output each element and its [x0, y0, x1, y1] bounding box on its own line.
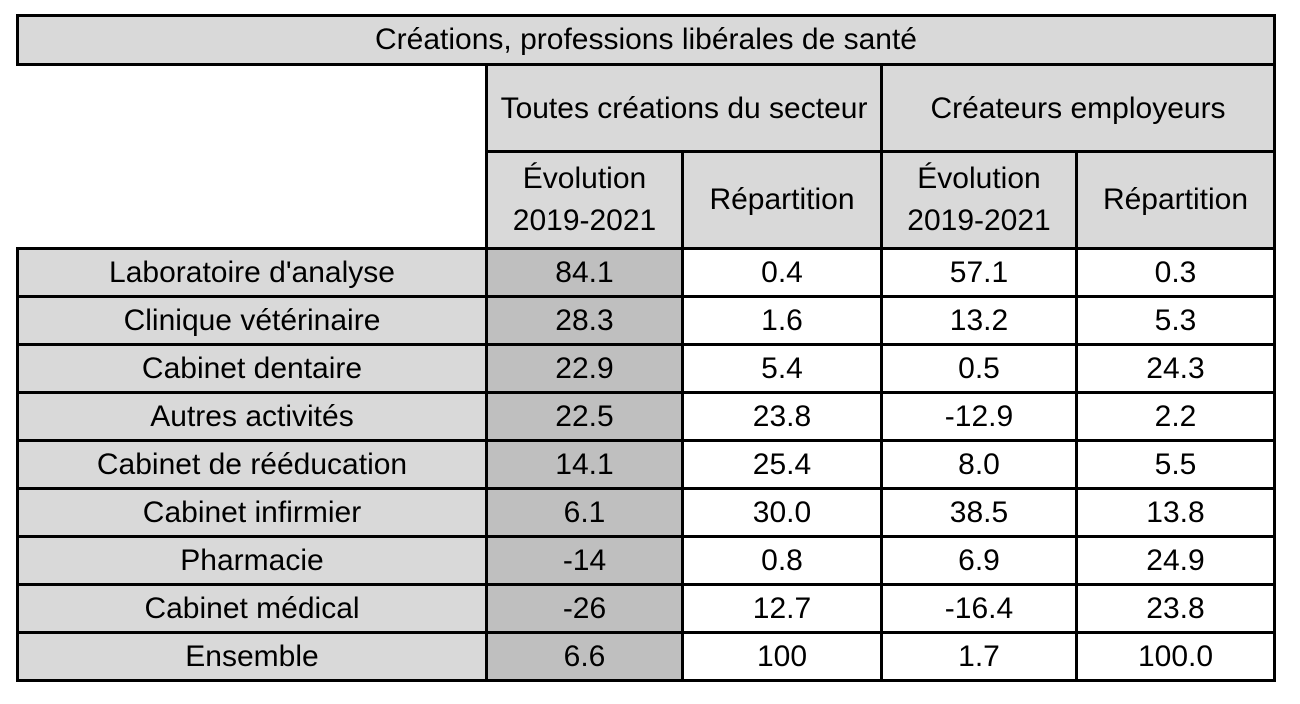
cell-repartition-employeurs: 13.8	[1075, 487, 1276, 538]
sub-header-evolution-secteur: Évolution 2019-2021	[485, 150, 684, 250]
table-row: Autres activités 22.5 23.8 -12.9 2.2	[16, 391, 1276, 442]
table-row: Laboratoire d'analyse 84.1 0.4 57.1 0.3	[16, 247, 1276, 298]
cell-repartition-employeurs: 5.5	[1075, 439, 1276, 490]
table-row: Cabinet infirmier 6.1 30.0 38.5 13.8	[16, 487, 1276, 538]
cell-evolution-secteur: 14.1	[485, 439, 684, 490]
cell-evolution-secteur: 22.9	[485, 343, 684, 394]
title-row: Créations, professions libérales de sant…	[16, 14, 1276, 66]
cell-evolution-employeurs: -12.9	[880, 391, 1078, 442]
sub-header-evolution-employeurs: Évolution 2019-2021	[880, 150, 1078, 250]
table-body: Laboratoire d'analyse 84.1 0.4 57.1 0.3 …	[16, 247, 1276, 682]
cell-repartition-employeurs: 2.2	[1075, 391, 1276, 442]
row-label: Pharmacie	[16, 535, 488, 586]
sub-header-repartition-secteur: Répartition	[681, 150, 883, 250]
cell-repartition-employeurs: 24.3	[1075, 343, 1276, 394]
table-row: Pharmacie -14 0.8 6.9 24.9	[16, 535, 1276, 586]
table-row: Clinique vétérinaire 28.3 1.6 13.2 5.3	[16, 295, 1276, 346]
sub-header-row: Évolution 2019-2021 Répartition Évolutio…	[17, 150, 1276, 250]
cell-repartition-secteur: 100	[681, 631, 883, 682]
table-row: Cabinet médical -26 12.7 -16.4 23.8	[16, 583, 1276, 634]
sub-header-repartition-employeurs: Répartition	[1075, 150, 1276, 250]
row-label: Autres activités	[16, 391, 488, 442]
row-label: Cabinet dentaire	[16, 343, 488, 394]
cell-repartition-secteur: 12.7	[681, 583, 883, 634]
cell-repartition-secteur: 23.8	[681, 391, 883, 442]
row-label: Cabinet médical	[16, 583, 488, 634]
cell-repartition-secteur: 30.0	[681, 487, 883, 538]
cell-repartition-secteur: 1.6	[681, 295, 883, 346]
cell-evolution-secteur: -14	[485, 535, 684, 586]
group-header-row: Toutes créations du secteur Créateurs em…	[17, 63, 1276, 153]
cell-evolution-secteur: 6.1	[485, 487, 684, 538]
cell-evolution-employeurs: 38.5	[880, 487, 1078, 538]
cell-evolution-secteur: 22.5	[485, 391, 684, 442]
cell-evolution-secteur: 28.3	[485, 295, 684, 346]
cell-repartition-secteur: 25.4	[681, 439, 883, 490]
cell-evolution-employeurs: -16.4	[880, 583, 1078, 634]
cell-repartition-employeurs: 0.3	[1075, 247, 1276, 298]
table-row: Cabinet de rééducation 14.1 25.4 8.0 5.5	[16, 439, 1276, 490]
cell-evolution-employeurs: 8.0	[880, 439, 1078, 490]
row-label: Ensemble	[16, 631, 488, 682]
cell-evolution-employeurs: 1.7	[880, 631, 1078, 682]
blank-header-cell	[17, 151, 487, 249]
cell-repartition-secteur: 0.8	[681, 535, 883, 586]
group-header-toutes-creations: Toutes créations du secteur	[485, 63, 883, 153]
table-row: Ensemble 6.6 100 1.7 100.0	[16, 631, 1276, 682]
cell-evolution-employeurs: 0.5	[880, 343, 1078, 394]
row-label: Clinique vétérinaire	[16, 295, 488, 346]
table-row: Cabinet dentaire 22.9 5.4 0.5 24.3	[16, 343, 1276, 394]
cell-repartition-employeurs: 24.9	[1075, 535, 1276, 586]
health-professions-table: Créations, professions libérales de sant…	[16, 14, 1276, 682]
cell-repartition-secteur: 0.4	[681, 247, 883, 298]
cell-evolution-employeurs: 6.9	[880, 535, 1078, 586]
cell-repartition-employeurs: 5.3	[1075, 295, 1276, 346]
cell-evolution-employeurs: 13.2	[880, 295, 1078, 346]
cell-repartition-employeurs: 100.0	[1075, 631, 1276, 682]
group-header-createurs-employeurs: Créateurs employeurs	[880, 63, 1276, 153]
cell-repartition-employeurs: 23.8	[1075, 583, 1276, 634]
row-label: Cabinet infirmier	[16, 487, 488, 538]
cell-evolution-secteur: 84.1	[485, 247, 684, 298]
table-title: Créations, professions libérales de sant…	[16, 14, 1276, 66]
blank-header-cell	[17, 64, 487, 152]
row-label: Cabinet de rééducation	[16, 439, 488, 490]
cell-evolution-employeurs: 57.1	[880, 247, 1078, 298]
cell-repartition-secteur: 5.4	[681, 343, 883, 394]
cell-evolution-secteur: -26	[485, 583, 684, 634]
row-label: Laboratoire d'analyse	[16, 247, 488, 298]
cell-evolution-secteur: 6.6	[485, 631, 684, 682]
